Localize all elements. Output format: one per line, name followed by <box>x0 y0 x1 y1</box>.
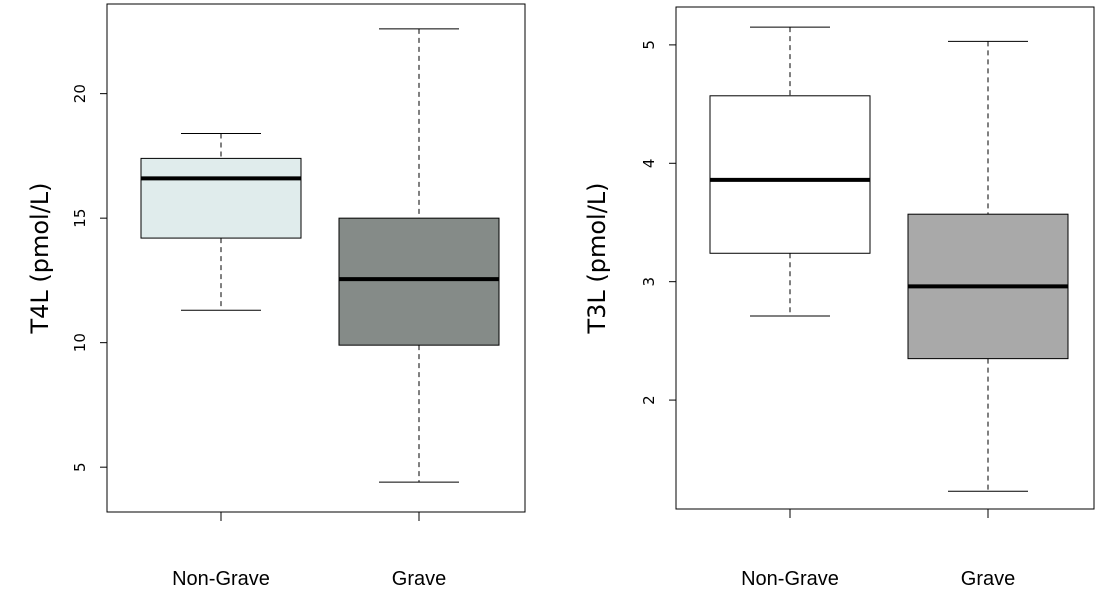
y-tick-label: 10 <box>71 333 89 352</box>
y-tick-label: 5 <box>640 40 658 50</box>
x-tick-label: Non-Grave <box>172 568 270 590</box>
iqr-box <box>338 217 500 346</box>
y-tick-label: 5 <box>71 462 89 472</box>
box-grave <box>338 28 500 483</box>
x-axis: Non-Grave Grave <box>172 512 446 590</box>
x-axis: Non-Grave Grave <box>741 509 1015 590</box>
x-tick-label: Grave <box>392 568 446 590</box>
box-grave <box>907 40 1069 492</box>
iqr-box <box>709 95 871 254</box>
y-tick-label: 3 <box>640 277 658 287</box>
box-non-grave <box>140 132 302 311</box>
boxes <box>140 28 500 483</box>
y-axis-label: T3L (pmol/L) <box>583 182 611 334</box>
y-tick-label: 4 <box>640 159 658 169</box>
t3l-boxplot-panel: T3L (pmol/L) 2 3 4 5 Non-Grave Grave <box>583 6 1095 590</box>
y-tick-label: 15 <box>71 209 89 228</box>
y-tick-label: 20 <box>71 84 89 103</box>
iqr-box <box>140 157 302 239</box>
y-tick-label: 2 <box>640 395 658 405</box>
x-tick-label: Non-Grave <box>741 568 839 590</box>
y-axis-label: T4L (pmol/L) <box>26 182 54 334</box>
box-non-grave <box>709 26 871 317</box>
y-axis: 5 10 15 20 <box>71 84 108 472</box>
x-tick-label: Grave <box>961 568 1015 590</box>
t4l-boxplot-panel: T4L (pmol/L) 5 10 15 20 Non-Grave Grave <box>26 3 526 590</box>
boxes <box>709 26 1069 492</box>
y-axis: 2 3 4 5 <box>640 40 677 405</box>
